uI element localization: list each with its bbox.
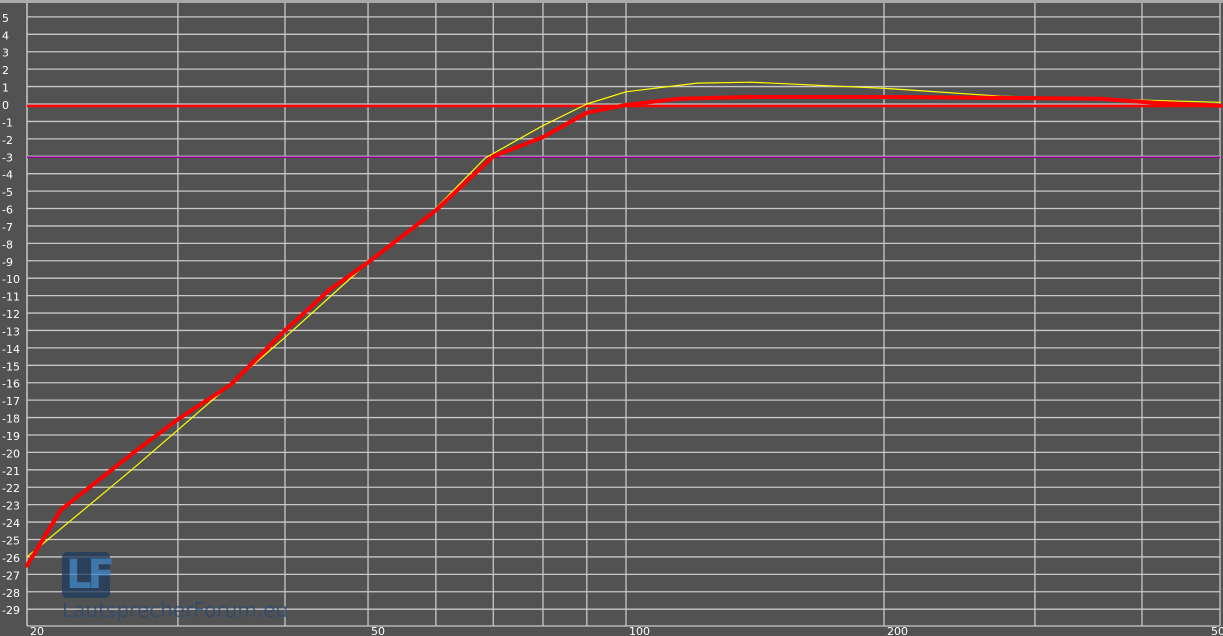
y-tick-label: -11 — [2, 291, 20, 304]
x-tick-label: 20 — [30, 625, 44, 636]
logo-letters: LF — [66, 552, 115, 598]
y-tick-label: -1 — [2, 116, 13, 129]
y-tick-label: -5 — [2, 186, 13, 199]
x-tick-label: 50 — [371, 625, 385, 636]
y-tick-label: -4 — [2, 169, 13, 182]
y-tick-label: -9 — [2, 256, 13, 269]
logo-box — [62, 552, 110, 598]
y-tick-label: -18 — [2, 413, 20, 426]
y-tick-label: 0 — [2, 99, 9, 112]
y-tick-label: -28 — [2, 587, 20, 600]
y-tick-label: -14 — [2, 343, 20, 356]
watermark-logo: LF LautsprecherForum.eu — [62, 552, 322, 622]
y-tick-label: 3 — [2, 47, 9, 60]
y-tick-label: -3 — [2, 151, 13, 164]
x-tick-label: 100 — [629, 625, 650, 636]
y-tick-label: -10 — [2, 273, 20, 286]
y-tick-label: -26 — [2, 552, 20, 565]
y-tick-label: -29 — [2, 604, 20, 617]
y-tick-label: -16 — [2, 378, 20, 391]
x-tick-label: 200 — [887, 625, 908, 636]
y-tick-label: 4 — [2, 29, 9, 42]
y-tick-label: -12 — [2, 308, 20, 321]
y-tick-label: -2 — [2, 134, 13, 147]
y-tick-label: -20 — [2, 447, 20, 460]
y-tick-label: -27 — [2, 569, 20, 582]
y-tick-label: 1 — [2, 82, 9, 95]
y-tick-label: -19 — [2, 430, 20, 443]
y-tick-label: -25 — [2, 535, 20, 548]
y-tick-label: 5 — [2, 12, 9, 25]
y-tick-label: -8 — [2, 238, 13, 251]
y-tick-label: -7 — [2, 221, 13, 234]
y-tick-label: -23 — [2, 500, 20, 513]
y-tick-label: -21 — [2, 465, 20, 478]
x-tick-label: 500 — [1211, 625, 1223, 636]
y-tick-label: -24 — [2, 517, 20, 530]
y-tick-label: -15 — [2, 360, 20, 373]
y-tick-label: 2 — [2, 64, 9, 77]
series-red-line — [25, 95, 1223, 568]
y-tick-label: -6 — [2, 204, 13, 217]
logo-site-name: LautsprecherForum.eu — [62, 598, 289, 622]
series-yellow-line — [26, 81, 1222, 558]
y-tick-label: -22 — [2, 482, 20, 495]
y-tick-label: -17 — [2, 395, 20, 408]
y-tick-label: -13 — [2, 325, 20, 338]
